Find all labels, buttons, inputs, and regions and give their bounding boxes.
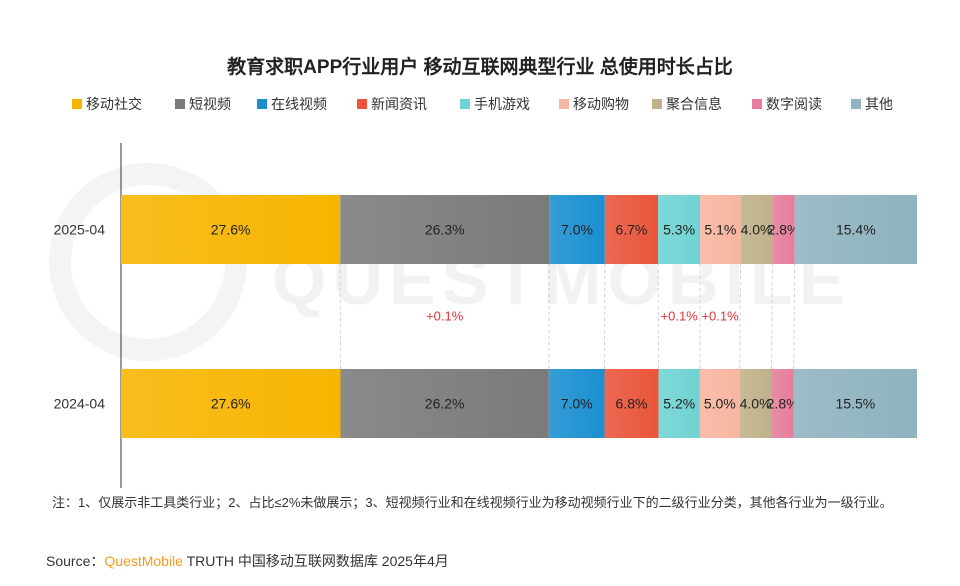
legend-label: 手机游戏 — [474, 96, 530, 112]
bar-segment — [658, 195, 701, 264]
value-label: 27.6% — [211, 222, 251, 238]
bar-segment — [604, 195, 659, 264]
legend-label: 短视频 — [189, 96, 231, 112]
legend-swatch — [559, 99, 569, 109]
bar-segment — [700, 195, 741, 264]
value-label: 26.3% — [425, 222, 465, 238]
value-label: 27.6% — [211, 396, 251, 412]
bar-segment — [548, 369, 605, 438]
category-label: 2025-04 — [54, 222, 106, 238]
source-prefix: Source： — [46, 553, 105, 569]
value-label: 5.0% — [704, 396, 736, 412]
value-label: 7.0% — [561, 222, 593, 238]
source-brand: QuestMobile — [104, 553, 183, 569]
value-label: 15.5% — [836, 396, 876, 412]
footnote: 注：1、仅展示非工具类行业；2、占比≤2%未做展示；3、短视频行业和在线视频行业… — [52, 495, 893, 510]
value-label: 6.8% — [616, 396, 648, 412]
value-label: 26.2% — [425, 396, 465, 412]
legend-label: 聚合信息 — [666, 96, 722, 112]
value-label: 4.0% — [740, 396, 772, 412]
category-labels: 2025-04 2024-04 — [54, 222, 106, 412]
category-label: 2024-04 — [54, 396, 106, 412]
value-label: 4.0% — [741, 222, 773, 238]
value-label: 5.2% — [663, 396, 695, 412]
value-label: 6.7% — [615, 222, 647, 238]
change-label: +0.1% — [701, 309, 739, 324]
bar-segment — [121, 195, 341, 264]
legend-swatch — [72, 99, 82, 109]
value-label: 7.0% — [561, 396, 593, 412]
bar-segment — [658, 369, 700, 438]
legend-swatch — [652, 99, 662, 109]
legend-label: 其他 — [865, 96, 893, 112]
legend-swatch — [752, 99, 762, 109]
value-label: 2.8% — [768, 222, 800, 238]
bar-segment — [340, 369, 549, 438]
bar-segment — [740, 195, 773, 264]
bar-segment — [340, 195, 550, 264]
bars: 27.6% 26.3% 7.0% 6.7% 5.3% 5.1% 4.0%2.8% 15.4%2… — [121, 195, 917, 438]
legend-swatch — [175, 99, 185, 109]
bar-segment — [121, 369, 341, 438]
bar-segment — [793, 369, 917, 438]
legend-swatch — [357, 99, 367, 109]
change-label: +0.1% — [426, 309, 464, 324]
value-label: 5.3% — [663, 222, 695, 238]
legend-label: 新闻资讯 — [371, 96, 427, 112]
source-line: Source：QuestMobile TRUTH 中国移动互联网数据库 2025… — [46, 551, 449, 571]
value-label: 2.8% — [767, 396, 799, 412]
source-text: TRUTH 中国移动互联网数据库 2025年4月 — [182, 553, 449, 569]
legend-swatch — [460, 99, 470, 109]
bar-segment — [604, 369, 659, 438]
legend-label: 数字阅读 — [766, 96, 822, 112]
change-labels: +0.1% +0.1% +0.1% — [426, 309, 739, 324]
legend-label: 在线视频 — [271, 96, 327, 112]
bar-segment — [739, 369, 772, 438]
bar-segment — [794, 195, 917, 264]
value-label: 5.1% — [704, 222, 736, 238]
legend-label: 移动购物 — [573, 96, 629, 112]
legend-label: 移动社交 — [86, 96, 142, 112]
bar-segment — [772, 195, 795, 264]
bar-segment — [699, 369, 740, 438]
value-label: 15.4% — [836, 222, 876, 238]
bar-segment — [771, 369, 794, 438]
legend-swatch — [257, 99, 267, 109]
legend: 移动社交 短视频 在线视频 新闻资讯 手机游戏 移动购物 聚合信息 数字阅读 其他 — [72, 96, 893, 112]
change-label: +0.1% — [661, 309, 699, 324]
chart-title: 教育求职APP行业用户 移动互联网典型行业 总使用时长占比 — [227, 55, 733, 78]
legend-swatch — [851, 99, 861, 109]
bar-segment — [549, 195, 605, 264]
